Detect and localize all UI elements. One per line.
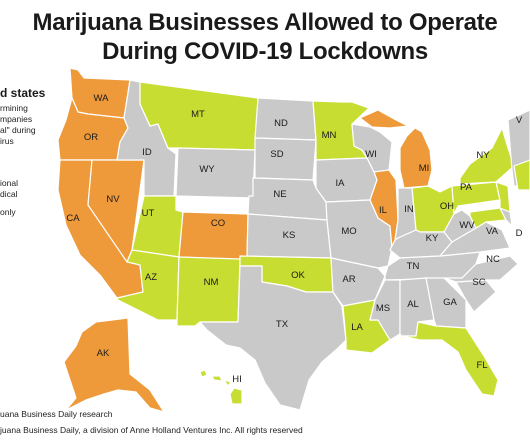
state-nc — [443, 255, 519, 283]
state-label-tn: TN — [407, 261, 420, 272]
state-label-mt: MT — [191, 109, 205, 120]
state-label-il: IL — [379, 205, 387, 216]
state-ms — [369, 279, 401, 341]
state-label-sd: SD — [270, 149, 283, 160]
legend-line: mpanies — [0, 114, 33, 124]
state-label-ks: KS — [283, 230, 296, 241]
map-title: Marijuana Businesses Allowed to Operate … — [0, 8, 530, 66]
legend-line: irus — [0, 136, 14, 146]
state-label-ok: OK — [291, 270, 305, 281]
state-label-in: IN — [404, 204, 414, 215]
state-label-sc: SC — [472, 277, 485, 288]
state-sd — [254, 137, 317, 181]
state-label-mn: MN — [322, 130, 337, 141]
state-label-tx: TX — [276, 319, 289, 330]
legend-heading: d states — [0, 86, 46, 100]
state-label-nm: NM — [204, 277, 219, 288]
state-ak — [63, 317, 165, 413]
state-label-ar: AR — [342, 274, 355, 285]
state-label-wa: WA — [94, 93, 110, 104]
legend-line: ional — [0, 178, 18, 188]
state-label-ca: CA — [66, 213, 80, 224]
state-d — [499, 207, 513, 227]
state-label-ne: NE — [273, 189, 286, 200]
state-ia — [315, 157, 378, 203]
title-line-2: During COVID-19 Lockdowns — [102, 38, 428, 65]
copyright-note: juana Business Daily, a division of Anne… — [0, 425, 303, 435]
state-label-wi: WI — [365, 149, 377, 160]
state-label-ky: KY — [426, 233, 439, 244]
state-label-ga: GA — [443, 297, 457, 308]
legend-line: al" during — [0, 125, 36, 135]
state-label-wy: WY — [199, 164, 215, 175]
state-label-la: LA — [351, 322, 363, 333]
state-wy — [175, 147, 256, 199]
state-label-d: D — [516, 228, 523, 239]
state-ny — [459, 127, 515, 185]
state-label-ut: UT — [142, 208, 155, 219]
state-tx — [199, 265, 347, 411]
state-label-ny: NY — [476, 150, 490, 161]
state-fl — [401, 321, 499, 397]
state-label-hi: HI — [232, 374, 242, 385]
state-label-nd: ND — [274, 118, 288, 129]
state-ut — [131, 195, 184, 258]
state-ne — [247, 177, 328, 221]
legend-line: rmining — [0, 103, 28, 113]
state-nm — [176, 256, 241, 327]
source-note: uana Business Daily research — [0, 409, 113, 419]
state-pa — [513, 159, 530, 191]
state-label-va: VA — [486, 226, 499, 237]
state-label-ms: MS — [376, 303, 390, 314]
state-mi — [359, 109, 409, 129]
state-label-wv: WV — [459, 220, 475, 231]
state-label-id: ID — [142, 147, 152, 158]
state-label-v: V — [516, 115, 523, 126]
state-label-pa: PA — [460, 182, 473, 193]
state-label-mo: MO — [341, 226, 356, 237]
state-label-al: AL — [407, 299, 419, 310]
state-label-ia: IA — [336, 178, 346, 189]
state-label-co: CO — [211, 218, 225, 229]
state-label-mi: MI — [419, 163, 430, 174]
state-label-az: AZ — [145, 272, 157, 283]
state-label-or: OR — [84, 132, 98, 143]
legend-line: dical — [0, 189, 18, 199]
state-label-nc: NC — [486, 254, 500, 265]
state-label-ak: AK — [97, 348, 110, 359]
state-hi — [199, 369, 243, 405]
legend-line: only — [0, 207, 16, 217]
state-mi — [399, 127, 433, 189]
state-label-oh: OH — [440, 201, 454, 212]
title-line-1: Marijuana Businesses Allowed to Operate — [32, 9, 498, 36]
state-label-fl: FL — [476, 360, 487, 371]
state-label-nv: NV — [106, 194, 120, 205]
